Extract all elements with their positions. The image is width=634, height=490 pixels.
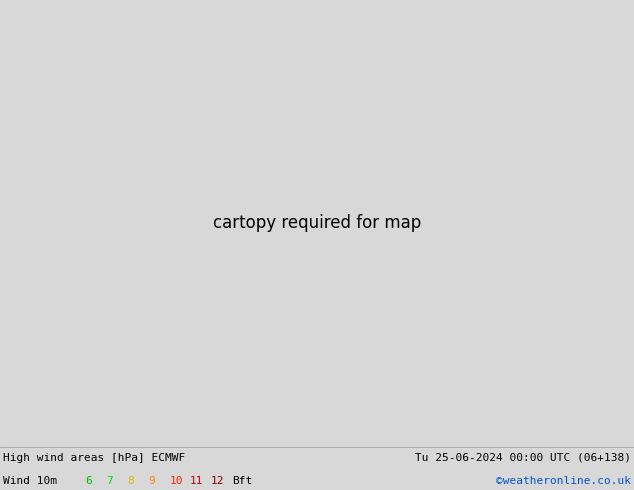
Text: 12: 12 — [211, 475, 224, 486]
Text: 6: 6 — [86, 475, 93, 486]
Text: 10: 10 — [169, 475, 183, 486]
Text: 8: 8 — [127, 475, 134, 486]
Text: 11: 11 — [190, 475, 204, 486]
Text: High wind areas [hPa] ECMWF: High wind areas [hPa] ECMWF — [3, 453, 185, 463]
Text: cartopy required for map: cartopy required for map — [213, 215, 421, 232]
Text: ©weatheronline.co.uk: ©weatheronline.co.uk — [496, 475, 631, 486]
Text: 9: 9 — [148, 475, 155, 486]
Text: Bft: Bft — [232, 475, 252, 486]
Text: 7: 7 — [107, 475, 113, 486]
Text: Wind 10m: Wind 10m — [3, 475, 57, 486]
Text: Tu 25-06-2024 00:00 UTC (06+138): Tu 25-06-2024 00:00 UTC (06+138) — [415, 453, 631, 463]
